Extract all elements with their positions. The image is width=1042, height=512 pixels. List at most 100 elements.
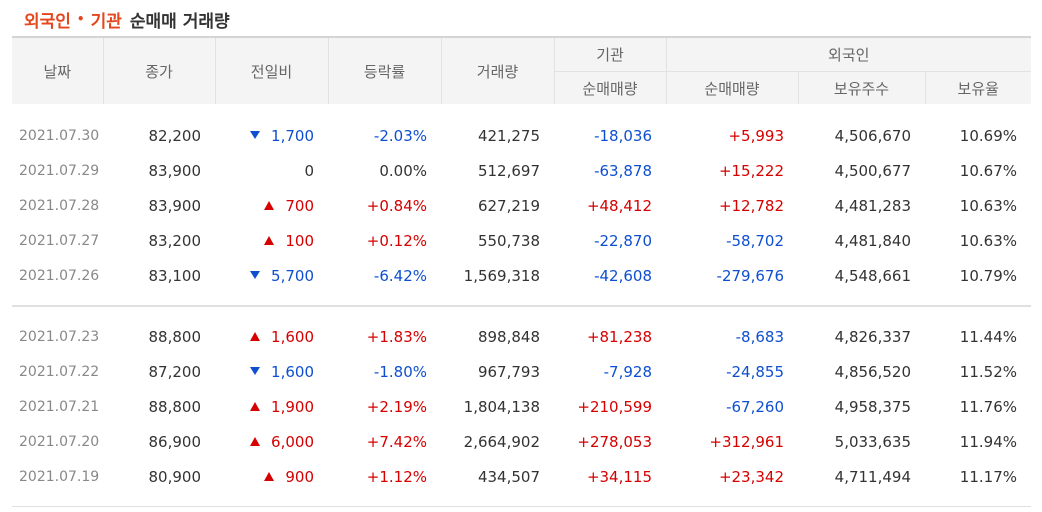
- cell-foreign-holdings: 4,856,520: [798, 354, 925, 389]
- cell-institution-net: +48,412: [554, 188, 666, 223]
- cell-date: 2021.07.26: [12, 258, 103, 293]
- cell-volume-text: 898,848: [477, 327, 540, 346]
- triangle-up-icon: [264, 235, 275, 245]
- cell-foreign-net-text: -8,683: [735, 327, 784, 346]
- cell-institution-net-text: -18,036: [594, 126, 652, 145]
- title-dot: •: [76, 12, 85, 26]
- cell-close-text: 88,800: [148, 397, 202, 416]
- cell-date: 2021.07.27: [12, 223, 103, 258]
- cell-foreign-ratio: 11.94%: [925, 424, 1031, 459]
- cell-foreign-holdings-text: 4,958,375: [834, 397, 911, 416]
- cell-foreign-net: -8,683: [666, 319, 798, 354]
- cell-foreign-ratio-text: 11.76%: [959, 397, 1017, 416]
- cell-close: 83,900: [103, 153, 215, 188]
- cell-foreign-ratio: 11.76%: [925, 389, 1031, 424]
- cell-change-text: 900: [285, 467, 314, 486]
- table-row: 2021.07.26 83,100 5,700 -6.42% 1,569,318 -42,…: [12, 258, 1031, 293]
- cell-volume: 1,569,318: [441, 258, 554, 293]
- table-row: 2021.07.28 83,900 700 +0.84% 627,219 +48,412 +…: [12, 188, 1031, 223]
- cell-rate: +1.83%: [328, 319, 441, 354]
- cell-foreign-holdings-text: 4,548,661: [834, 266, 911, 285]
- cell-close-text: 82,200: [148, 126, 202, 145]
- cell-rate: -1.80%: [328, 354, 441, 389]
- trading-table: 날짜 종가 전일비 등락률 거래량 기관 외국인 순매매량 순매매량 보유주수 …: [12, 36, 1031, 507]
- cell-foreign-holdings-text: 4,481,283: [834, 196, 911, 215]
- cell-close-text: 83,200: [148, 231, 202, 250]
- cell-foreign-ratio-text: 10.63%: [959, 196, 1017, 215]
- cell-foreign-net: +312,961: [666, 424, 798, 459]
- header-rate: 등락률: [327, 36, 441, 104]
- cell-institution-net-text: -63,878: [594, 161, 652, 180]
- cell-institution-net-text: +48,412: [586, 196, 652, 215]
- cell-rate-text: 0.00%: [379, 161, 427, 180]
- cell-foreign-net-text: +15,222: [718, 161, 784, 180]
- header-foreign-net: 순매매량: [665, 71, 798, 104]
- cell-institution-net-text: -22,870: [594, 231, 652, 250]
- header-volume: 거래량: [440, 36, 554, 104]
- cell-volume: 434,507: [441, 459, 554, 494]
- cell-foreign-ratio-text: 10.63%: [959, 231, 1017, 250]
- cell-volume: 967,793: [441, 354, 554, 389]
- table-gap: [12, 293, 1031, 306]
- table-row: 2021.07.30 82,200 1,700 -2.03% 421,275 -18,03…: [12, 118, 1031, 153]
- cell-foreign-ratio: 11.52%: [925, 354, 1031, 389]
- cell-institution-net-text: +81,238: [586, 327, 652, 346]
- cell-close: 83,900: [103, 188, 215, 223]
- cell-date-text: 2021.07.29: [19, 162, 100, 179]
- table-row: 2021.07.21 88,800 1,900 +2.19% 1,804,138 +210…: [12, 389, 1031, 424]
- cell-date-text: 2021.07.20: [19, 433, 100, 450]
- cell-change: 1,600: [215, 354, 328, 389]
- cell-change: 0: [215, 153, 328, 188]
- title-rest: 순매매 거래량: [129, 11, 230, 32]
- cell-volume: 2,664,902: [441, 424, 554, 459]
- cell-volume-text: 434,507: [477, 467, 540, 486]
- cell-rate-text: -1.80%: [373, 362, 427, 381]
- cell-rate-text: +0.84%: [366, 196, 427, 215]
- cell-change-text: 1,600: [271, 362, 314, 381]
- cell-foreign-ratio: 11.44%: [925, 319, 1031, 354]
- table-row: 2021.07.22 87,200 1,600 -1.80% 967,793 -7,928…: [12, 354, 1031, 389]
- triangle-down-icon: [250, 271, 261, 279]
- cell-institution-net: -7,928: [554, 354, 666, 389]
- cell-foreign-ratio-text: 10.69%: [959, 126, 1017, 145]
- cell-foreign-ratio-text: 11.52%: [959, 362, 1017, 381]
- cell-change-text: 0: [304, 161, 314, 180]
- cell-change-text: 1,900: [271, 397, 314, 416]
- triangle-up-icon: [264, 200, 275, 210]
- cell-foreign-holdings: 5,033,635: [798, 424, 925, 459]
- table-row: 2021.07.23 88,800 1,600 +1.83% 898,848 +81,23…: [12, 319, 1031, 354]
- cell-volume: 1,804,138: [441, 389, 554, 424]
- cell-rate: +7.42%: [328, 424, 441, 459]
- cell-date: 2021.07.30: [12, 118, 103, 153]
- cell-institution-net: -18,036: [554, 118, 666, 153]
- cell-foreign-holdings-text: 4,826,337: [834, 327, 911, 346]
- cell-change: 5,700: [215, 258, 328, 293]
- cell-foreign-net-text: -58,702: [726, 231, 784, 250]
- cell-rate-text: +7.42%: [366, 432, 427, 451]
- cell-date: 2021.07.23: [12, 319, 103, 354]
- table-gap: [12, 494, 1031, 507]
- cell-foreign-holdings-text: 4,856,520: [834, 362, 911, 381]
- cell-institution-net-text: +210,599: [577, 397, 652, 416]
- cell-foreign-net-text: +5,993: [728, 126, 784, 145]
- cell-change: 6,000: [215, 424, 328, 459]
- cell-close: 80,900: [103, 459, 215, 494]
- cell-change-text: 1,600: [271, 327, 314, 346]
- table-spacer: [12, 104, 1031, 118]
- cell-change: 700: [215, 188, 328, 223]
- header-close: 종가: [102, 36, 215, 104]
- triangle-up-icon: [250, 331, 261, 341]
- header-institution-group: 기관: [553, 36, 666, 72]
- cell-foreign-ratio: 10.67%: [925, 153, 1031, 188]
- cell-rate: +0.12%: [328, 223, 441, 258]
- header-change: 전일비: [214, 36, 328, 104]
- cell-foreign-net: +23,342: [666, 459, 798, 494]
- cell-rate-text: -6.42%: [373, 266, 427, 285]
- cell-close-text: 83,100: [148, 266, 202, 285]
- header-institution-net: 순매매량: [553, 71, 666, 104]
- cell-volume-text: 2,664,902: [463, 432, 540, 451]
- cell-rate-text: +1.83%: [366, 327, 427, 346]
- cell-foreign-holdings: 4,958,375: [798, 389, 925, 424]
- cell-foreign-ratio-text: 11.94%: [959, 432, 1017, 451]
- cell-close: 88,800: [103, 319, 215, 354]
